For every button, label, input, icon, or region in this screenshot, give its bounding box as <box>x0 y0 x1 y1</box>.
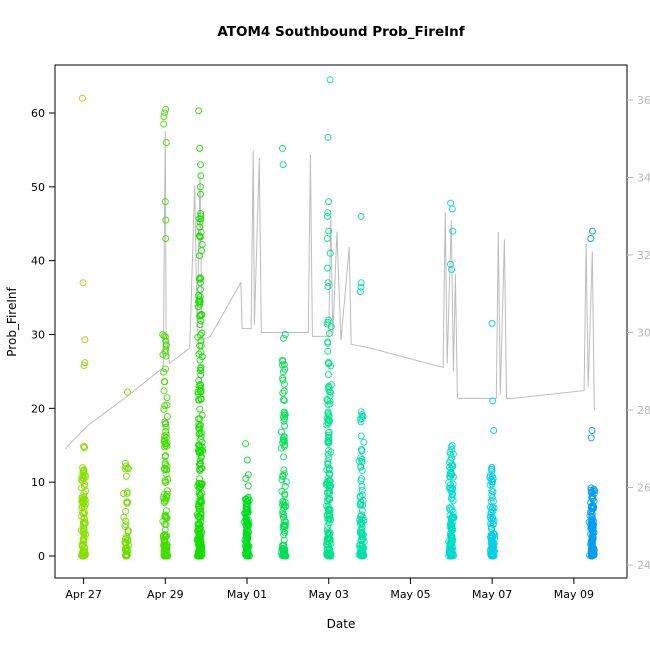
scatter-cluster <box>193 107 207 560</box>
scatter-cluster <box>322 76 335 560</box>
x-tick-label: May 03 <box>309 588 349 601</box>
scatter-cluster <box>585 227 599 560</box>
x-tick-label: May 05 <box>390 588 430 601</box>
chart-title: ATOM4 Southbound Prob_FireInf <box>217 24 464 40</box>
x-tick-label: May 09 <box>554 588 594 601</box>
x-axis-label: Date <box>327 617 356 631</box>
y-right-tick-label: 320 <box>637 249 650 262</box>
x-tick-label: May 01 <box>227 588 267 601</box>
y-left-tick-label: 10 <box>31 476 45 489</box>
y-right-tick-label: 360 <box>637 94 650 107</box>
x-tick-label: Apr 29 <box>147 588 184 601</box>
y-left-tick-label: 30 <box>31 329 45 342</box>
scatter-cluster <box>240 440 254 560</box>
x-tick-label: Apr 27 <box>65 588 102 601</box>
y-right-tick-label: 260 <box>637 482 650 495</box>
x-axis: Apr 27 Apr 29 May 01 May 03 May 05 May 07 May … <box>65 578 594 601</box>
scatter-cluster <box>277 144 290 560</box>
y-axis-label: Prob_FireInf <box>5 287 19 357</box>
y-right-tick-label: 240 <box>637 559 650 572</box>
scatter-cluster <box>159 105 172 560</box>
y-axis-right: 240 260 280 300 320 340 360 <box>627 94 650 572</box>
y-right-tick-label: 340 <box>637 172 650 185</box>
x-tick-label: May 07 <box>472 588 512 601</box>
scatter-cluster <box>77 94 90 560</box>
y-right-tick-label: 280 <box>637 404 650 417</box>
y-left-tick-label: 60 <box>31 107 45 120</box>
plot-box <box>54 64 628 579</box>
y-axis-left: 0 10 20 30 40 50 60 <box>31 107 55 563</box>
y-left-tick-label: 40 <box>31 255 45 268</box>
y-left-tick-label: 20 <box>31 402 45 415</box>
y-right-tick-label: 300 <box>637 327 650 340</box>
scatter-cluster <box>445 199 458 560</box>
scatter-cluster <box>355 212 368 560</box>
scatter-cluster <box>120 388 133 560</box>
scatter-cluster <box>486 319 499 560</box>
gray-line-series <box>64 130 595 450</box>
scatter-points <box>77 76 599 560</box>
y-left-tick-label: 0 <box>38 550 45 563</box>
y-left-tick-label: 50 <box>31 181 45 194</box>
